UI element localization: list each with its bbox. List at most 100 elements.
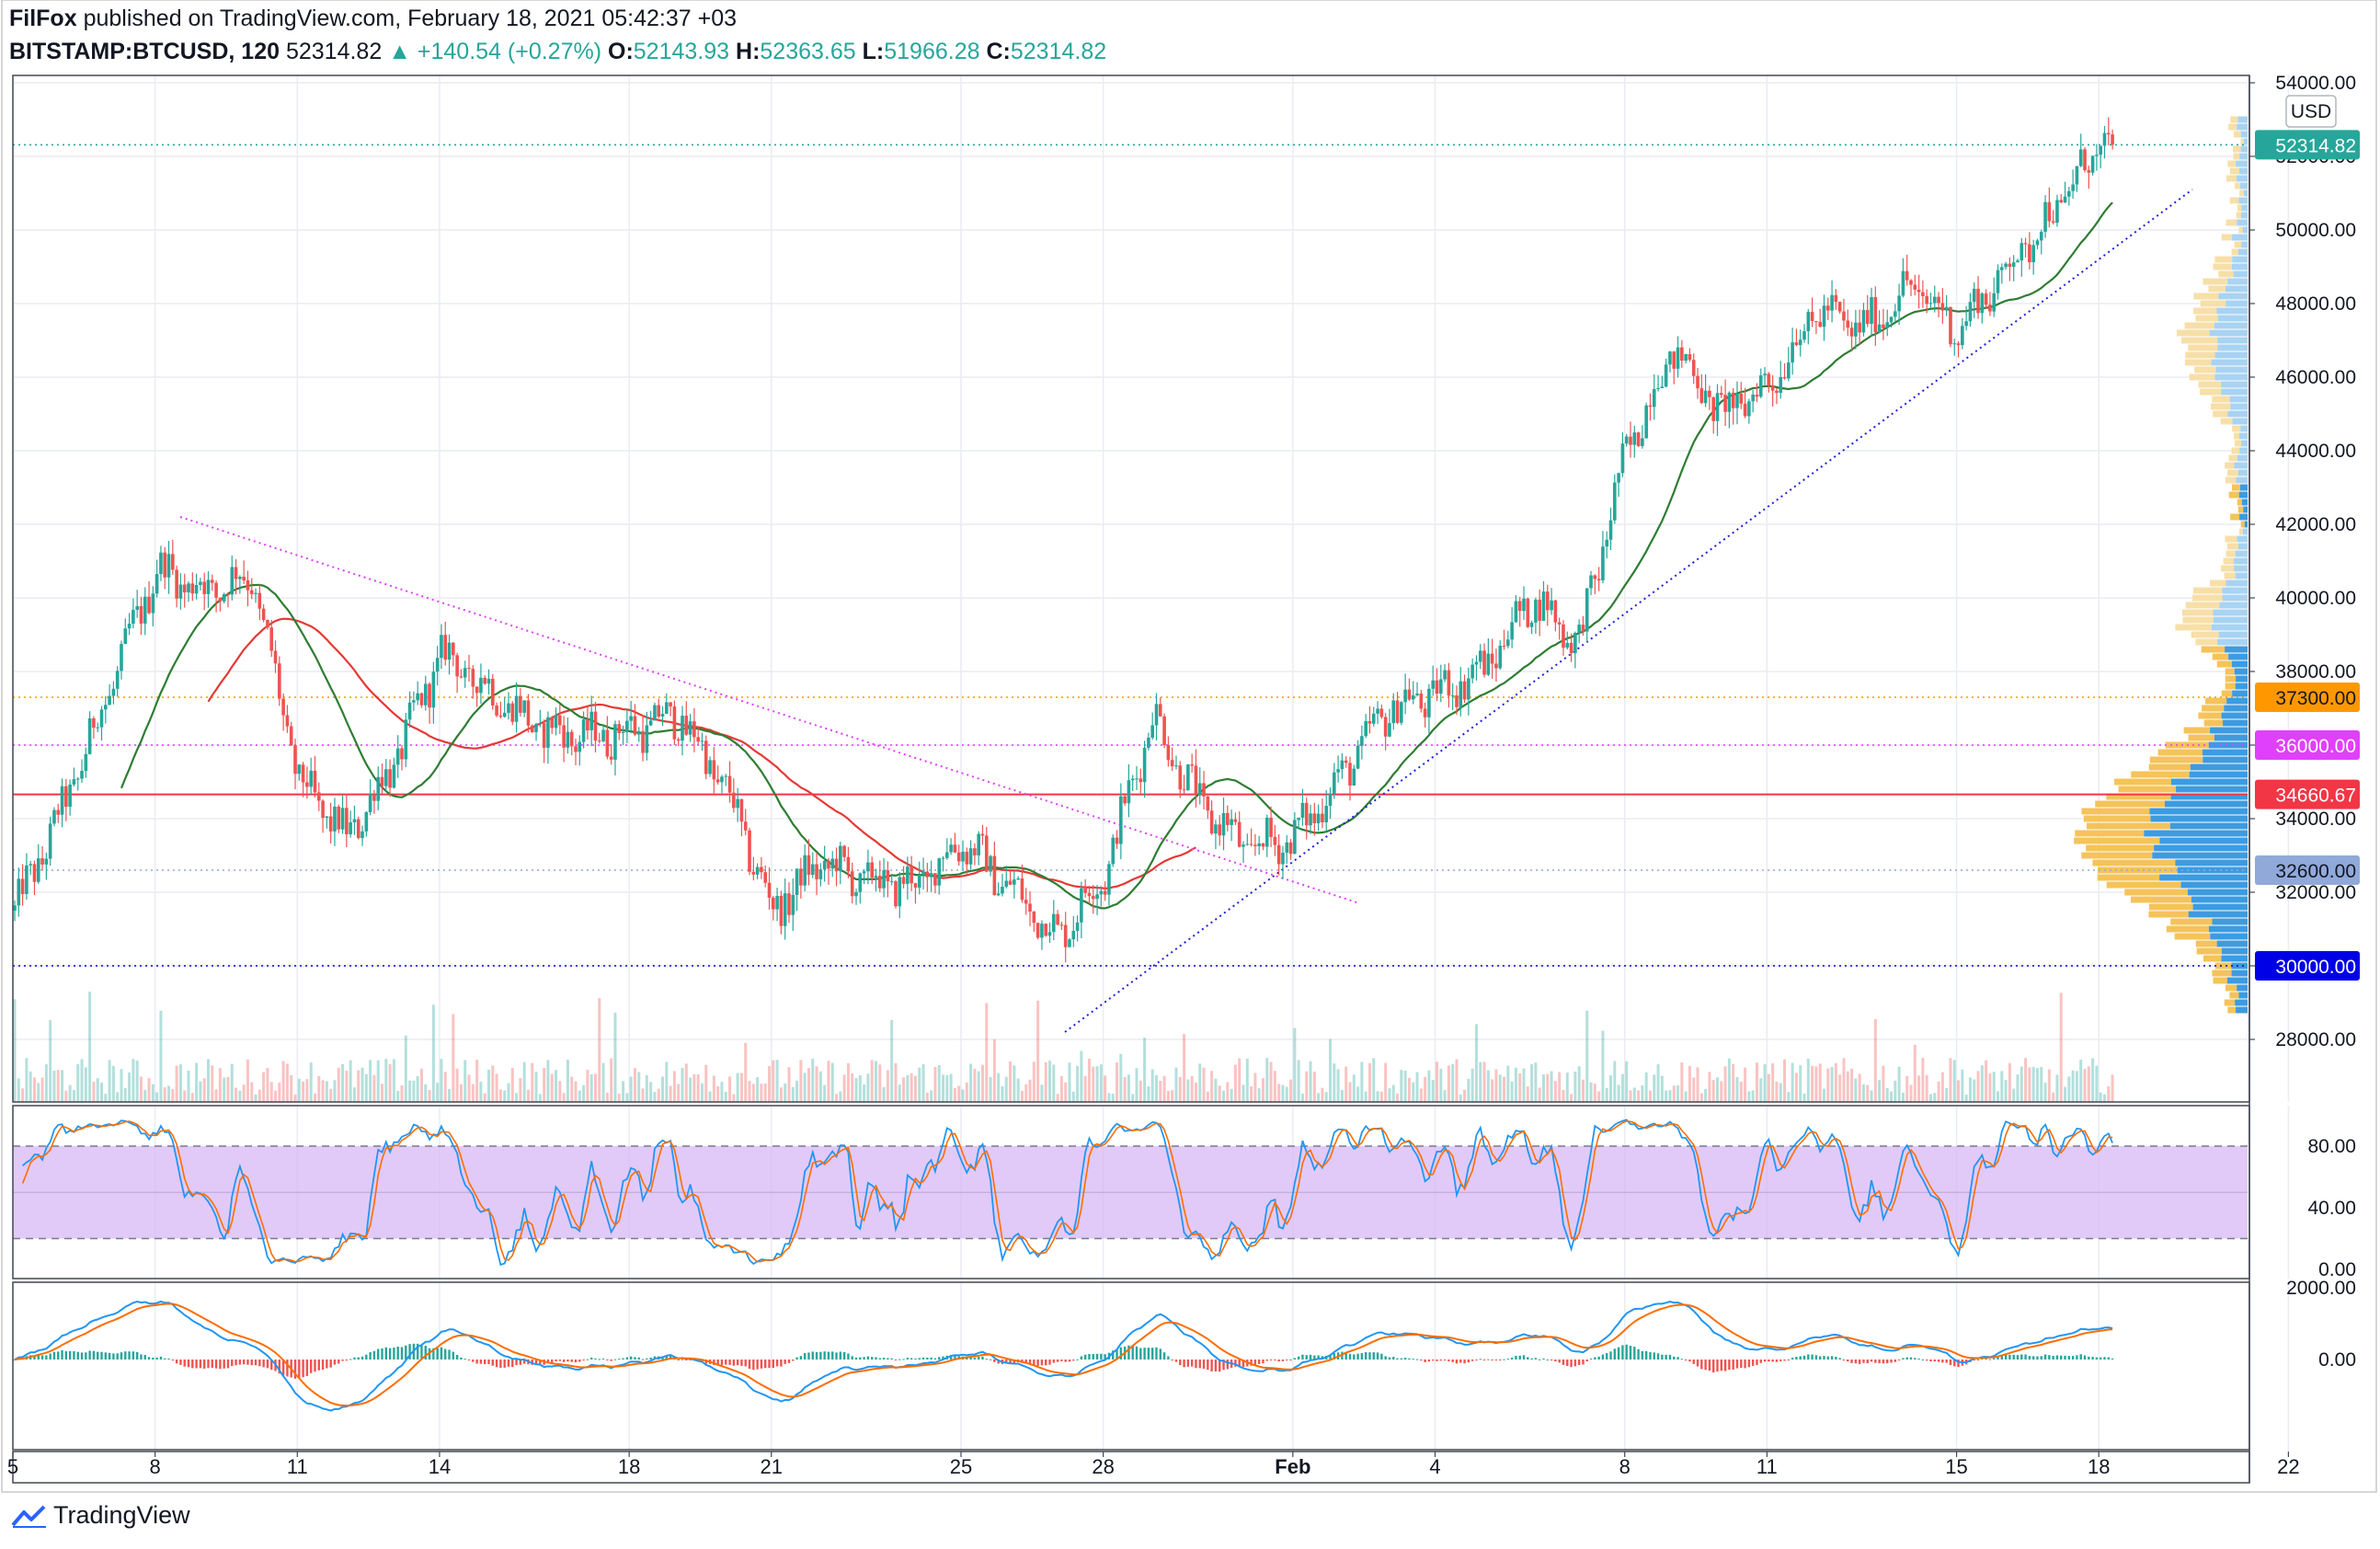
volume-profile-sell: [2192, 594, 2223, 602]
volume-bar: [123, 1088, 127, 1102]
high-label: H:: [736, 39, 761, 64]
candle-body: [732, 792, 736, 809]
candle-body: [977, 833, 980, 855]
candle-body: [316, 792, 321, 801]
currency-badge-box[interactable]: [2285, 95, 2337, 128]
volume-bar: [617, 1093, 621, 1102]
macd-histogram-bar: [725, 1360, 727, 1365]
macd-histogram-bar: [665, 1355, 669, 1360]
candle-body: [1870, 297, 1873, 325]
macd-histogram-bar: [740, 1360, 743, 1366]
macd-histogram-bar: [333, 1360, 337, 1365]
volume-profile-sell: [2181, 337, 2218, 344]
volume-profile-buy: [2222, 594, 2248, 602]
macd-histogram-bar: [1112, 1350, 1115, 1360]
macd-histogram-bar: [1751, 1360, 1755, 1366]
tradingview-logo[interactable]: TradingView: [11, 1501, 190, 1530]
high-value: 52363.65: [760, 39, 856, 64]
volume-bar: [1720, 1081, 1723, 1102]
volume-profile-buy: [2236, 175, 2248, 182]
candle-body: [1257, 843, 1261, 846]
candle-body: [187, 583, 190, 593]
candle-body: [2111, 134, 2114, 145]
volume-bar: [436, 1083, 440, 1102]
volume-bar: [1127, 1074, 1130, 1102]
candle-body: [1490, 653, 1494, 664]
volume-bar: [835, 1094, 839, 1102]
macd-histogram-bar: [1577, 1360, 1581, 1366]
candle-body: [1158, 704, 1162, 717]
candle-body: [1842, 311, 1846, 321]
volume-profile-sell: [2131, 771, 2190, 778]
volume-bar: [167, 1085, 171, 1102]
volume-profile-buy: [2230, 403, 2248, 410]
macd-histogram-bar: [2024, 1354, 2027, 1360]
macd-histogram-bar: [649, 1358, 652, 1360]
volume-bar: [669, 1085, 672, 1102]
macd-histogram-bar: [1033, 1360, 1036, 1365]
macd-histogram-bar: [716, 1360, 719, 1366]
candle-body: [1075, 922, 1080, 931]
volume-profile-sell: [2229, 197, 2239, 204]
macd-histogram-bar: [1095, 1353, 1099, 1360]
volume-profile-buy: [2188, 911, 2248, 918]
macd-histogram-bar: [1680, 1359, 1684, 1360]
candle-body: [1001, 886, 1004, 894]
candle-body: [586, 719, 589, 730]
candle-body: [1391, 700, 1396, 724]
candle-body: [1830, 294, 1834, 311]
volume-bar: [1885, 1087, 1889, 1102]
volume-bar: [1637, 1090, 1641, 1102]
macd-histogram-bar: [1862, 1360, 1865, 1363]
symbol-name[interactable]: BITSTAMP:BTCUSD, 120: [9, 39, 280, 64]
candle-body: [748, 830, 751, 872]
price-tick-label: 44000.00: [2275, 441, 2356, 462]
volume-profile-buy: [2235, 550, 2248, 557]
candle-body: [1676, 347, 1680, 369]
candle-body: [1059, 924, 1064, 926]
volume-bar: [349, 1060, 352, 1102]
candle-body: [1648, 405, 1653, 407]
macd-histogram-bar: [882, 1358, 886, 1360]
candle-body: [1443, 670, 1447, 680]
candle-body: [1241, 844, 1245, 847]
volume-profile-sell: [2226, 219, 2237, 226]
macd-histogram-bar: [2088, 1356, 2090, 1360]
price-label: 34660.67: [2255, 779, 2360, 809]
currency-badge[interactable]: USD: [2285, 95, 2337, 128]
volume-profile-buy: [2212, 918, 2248, 925]
volume-bar: [309, 1062, 313, 1102]
macd-histogram-bar: [985, 1359, 988, 1360]
macd-histogram-bar: [1625, 1344, 1628, 1360]
macd-histogram-bar: [969, 1357, 972, 1360]
price-tick-label: 46000.00: [2275, 367, 2356, 388]
candle-body: [763, 872, 768, 883]
macd-histogram-bar: [76, 1351, 79, 1360]
open-label: O:: [608, 39, 634, 64]
macd-histogram-bar: [1210, 1360, 1213, 1371]
macd-histogram-bar: [1447, 1360, 1450, 1361]
volume-bar: [1083, 1075, 1087, 1102]
volume-profile-sell: [2229, 992, 2239, 999]
volume-bar: [2020, 1066, 2023, 1102]
volume-bar: [302, 1081, 305, 1102]
candle-body: [2011, 262, 2016, 267]
volume-profile-sell: [2193, 307, 2217, 315]
macd-histogram-bar: [1139, 1348, 1142, 1360]
volume-bar: [1806, 1058, 1810, 1102]
volume-bar: [178, 1064, 182, 1102]
volume-profile-buy: [2154, 844, 2248, 852]
candle-body: [973, 848, 977, 855]
candle-body: [154, 574, 159, 594]
macd-histogram-bar: [223, 1360, 225, 1369]
volume-profile-buy: [2226, 579, 2248, 587]
macd-histogram-bar: [902, 1359, 905, 1360]
volume-profile-sell: [2212, 396, 2230, 403]
macd-histogram-bar: [519, 1360, 522, 1365]
volume-profile-buy: [2241, 241, 2248, 248]
volume-profile-sell: [2181, 609, 2214, 616]
volume-bar: [1952, 1060, 1956, 1102]
candle-body: [44, 858, 49, 865]
macd-histogram-bar: [1162, 1352, 1166, 1360]
